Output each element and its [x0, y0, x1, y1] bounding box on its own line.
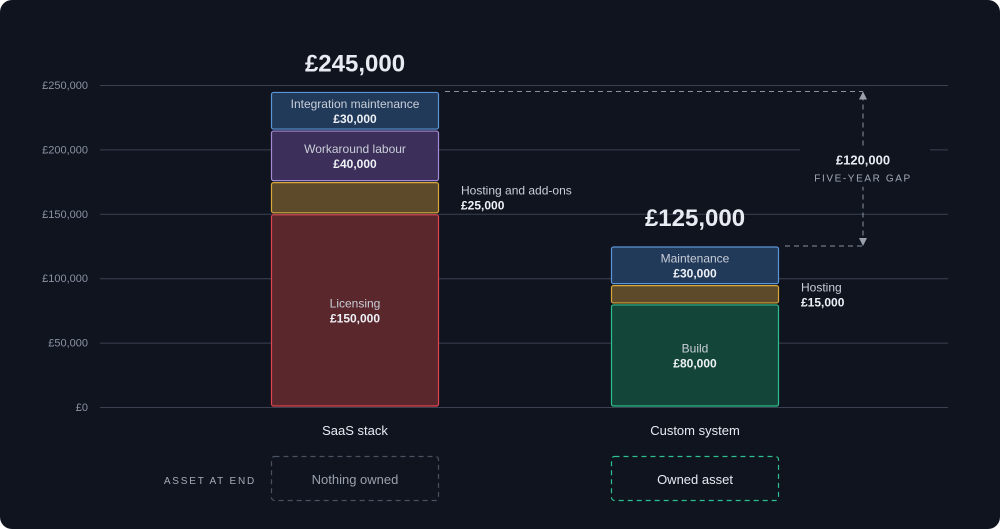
segment-label: Integration maintenance — [291, 97, 420, 111]
asset-box-text: Owned asset — [657, 472, 733, 487]
segment-value: £30,000 — [333, 112, 377, 126]
bar-total-label: £245,000 — [305, 50, 405, 77]
segment-value: £80,000 — [673, 356, 717, 370]
y-tick-label: £250,000 — [42, 80, 88, 92]
segment-value: £25,000 — [461, 199, 505, 213]
segment-value: £30,000 — [673, 266, 717, 280]
segment-label: Build — [682, 341, 709, 355]
segment-value: £150,000 — [330, 311, 380, 325]
x-category-label: Custom system — [650, 423, 740, 438]
y-tick-label: £100,000 — [42, 273, 88, 285]
labels-layer: Licensing£150,000 Hosting and add-ons£25,… — [291, 50, 845, 438]
asset-row-label: ASSET AT END — [164, 476, 256, 487]
segment-label: Maintenance — [661, 251, 730, 265]
segment-label: Hosting and add-ons — [461, 184, 572, 198]
y-tick-label: £150,000 — [42, 209, 88, 221]
y-tick-label: £200,000 — [42, 144, 88, 156]
segment-label: Hosting — [801, 280, 842, 294]
gap-annotation: £120,000 FIVE-YEAR GAP — [445, 90, 930, 247]
bars-layer — [270, 91, 780, 407]
bar-segment — [610, 304, 780, 407]
bar-segment — [270, 130, 440, 182]
asset-row: ASSET AT END Nothing owned Owned asset — [164, 455, 780, 502]
segment-label: Licensing — [330, 296, 381, 310]
asset-box — [270, 455, 440, 502]
bar-total-label: £125,000 — [645, 205, 745, 232]
segment-label: Workaround labour — [304, 142, 406, 156]
x-category-label: SaaS stack — [322, 423, 388, 438]
grid-layer: £0 £50,000 £100,000 £150,000 £200,000 £250,00… — [42, 80, 948, 414]
bar-segment — [270, 91, 440, 130]
bar-segment — [610, 246, 780, 285]
asset-box-text: Nothing owned — [312, 472, 399, 487]
segment-value: £40,000 — [333, 157, 377, 171]
segment-value: £15,000 — [801, 295, 845, 309]
y-tick-label: £50,000 — [48, 338, 88, 350]
gap-label: FIVE-YEAR GAP — [814, 174, 912, 185]
bar-segment — [610, 285, 780, 304]
bar-segment — [270, 182, 440, 214]
y-tick-label: £0 — [76, 402, 88, 414]
asset-box — [610, 455, 780, 502]
gap-label-backdrop — [800, 146, 930, 187]
gap-value: £120,000 — [836, 153, 890, 168]
bar-segment — [270, 214, 440, 407]
